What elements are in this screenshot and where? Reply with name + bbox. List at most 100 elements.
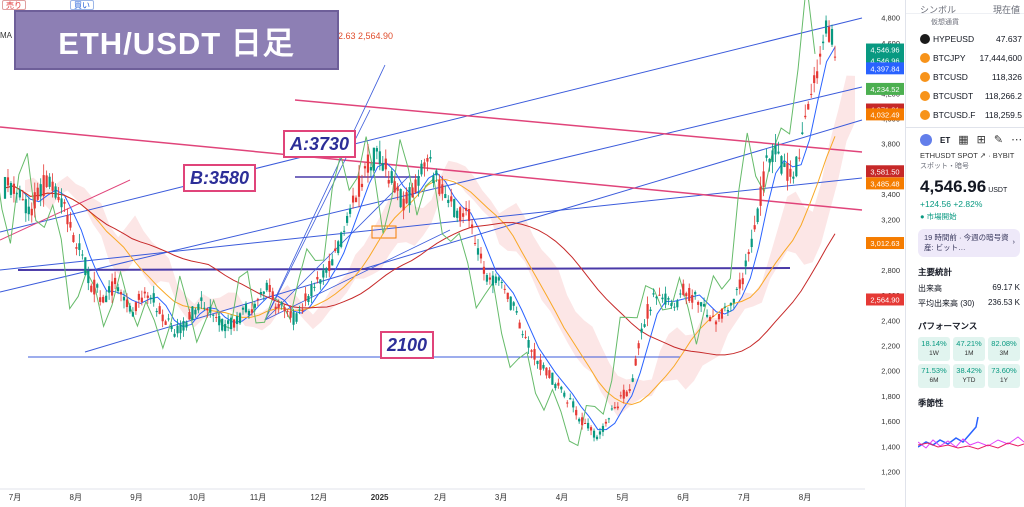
candle-body [12,183,16,194]
external-link-icon[interactable]: ↗ [979,151,987,160]
candle-body [232,319,236,328]
layout-icon[interactable]: ⊞ [976,134,986,146]
candle-body [331,259,334,266]
candle-body [453,199,456,218]
buy-button[interactable]: 買い [70,0,94,10]
candle-body [378,151,381,165]
candle-body [459,207,462,222]
edit-icon[interactable]: ✎ [993,134,1004,146]
price-column-header[interactable]: 現在値 [992,5,1020,15]
candle-body [27,206,30,215]
sell-button[interactable]: 売り [2,0,26,10]
candle-body [694,292,697,295]
performance-value: 18.14% [921,339,947,348]
y-tick-label: 3,200 [881,215,900,224]
candle-body [340,232,343,247]
candle-body [783,162,786,168]
grid-icon[interactable]: ▦ [958,134,969,146]
watchlist-price: 47.637 [996,33,1022,44]
watchlist-row[interactable]: BTCUSD.F 118,259.5 [906,105,1024,124]
candle-body [182,321,185,331]
candle-body [274,306,277,309]
candle-body [625,391,628,397]
watchlist-symbol: HYPEUSD [933,33,975,44]
symbol-column-header[interactable]: シンボル [920,5,957,15]
candle-body [84,257,87,276]
candle-body [280,302,283,305]
avg-volume-row: 平均出来高 (30) 236.53 K [906,296,1024,311]
candle-body [491,275,494,286]
performance-cell[interactable]: 38.42% YTD [953,364,985,388]
performance-cell[interactable]: 18.14% 1W [918,337,950,361]
candle-body [482,266,486,274]
candle-body [54,186,57,198]
seasonality-chart[interactable] [917,412,1024,452]
watchlist-row[interactable]: HYPEUSD 47.637 [906,29,1024,48]
watchlist-group-label[interactable]: 仮想通貨 [931,19,959,26]
candle-body [631,378,634,382]
candle-body [200,297,203,301]
candle-body [575,409,578,416]
coin-logo-icon [920,109,930,120]
news-event-card[interactable]: 19 時間前 · 今週の暗号資産: ビット… › [918,229,1020,257]
current-price: 4,546.96 USDT [906,171,1024,197]
candle-body [176,325,179,334]
candle-body [824,20,828,34]
chart-area[interactable]: 1,2001,4001,6001,8002,0002,2002,4002,600… [0,0,905,507]
candle-body [598,431,602,435]
candle-body [313,286,316,288]
candle-body [703,303,706,307]
candle-body [298,309,301,311]
candle-body [447,199,450,203]
candle-body [759,186,762,206]
candle-body [723,306,727,308]
candle-body [307,295,310,303]
candle-body [601,425,605,432]
resistance-line [0,179,131,241]
candle-body [497,277,500,281]
symbol-toolbar: ET ▦ ⊞ ✎ ⋯ [906,127,1024,148]
candle-body [229,317,233,330]
seasonality-title: 季節性 [918,398,944,408]
x-tick-label: 8月 [70,493,82,502]
candle-body [235,316,239,325]
candle-body [700,302,703,307]
lagging-span-line [0,0,816,447]
symbol-short: ET [940,135,951,145]
candle-body [399,189,402,208]
candle-body [643,324,646,327]
candle-body [753,225,756,230]
watchlist-price: 118,259.5 [984,109,1022,120]
candle-body [563,392,566,397]
candle-body [417,176,420,186]
y-tick-label: 1,600 [881,417,900,426]
performance-cell[interactable]: 73.60% 1Y [988,364,1020,388]
coin-logo-icon [920,90,930,101]
candle-body [102,296,105,303]
candle-body [42,175,45,197]
candle-body [241,307,245,310]
candle-body [316,276,319,280]
y-tick-label: 4,800 [881,14,900,23]
watchlist-row[interactable]: BTCJPY 17,444,600 [906,48,1024,67]
candle-body [741,278,744,285]
watchlist-row[interactable]: BTCUSDT 118,266.2 [906,86,1024,105]
performance-cell[interactable]: 71.53% 6M [918,364,950,388]
performance-cell[interactable]: 47.21% 1M [953,337,985,361]
watchlist-price: 118,326 [991,71,1022,82]
candle-body [500,281,503,283]
performance-cell[interactable]: 82.08% 3M [988,337,1020,361]
watchlist-row[interactable]: BTCUSD 118,326 [906,67,1024,86]
candle-body [685,293,688,296]
candle-body [667,298,670,300]
candle-body [682,283,685,295]
more-icon[interactable]: ⋯ [1011,134,1023,146]
candle-body [414,179,417,193]
candle-body [78,243,81,250]
price-chart[interactable]: 1,2001,4001,6001,8002,0002,2002,4002,600… [0,0,905,507]
candle-body [188,312,191,320]
candle-body [438,179,441,195]
candle-body [286,310,289,312]
candle-body [658,294,661,296]
candle-body [292,312,295,325]
